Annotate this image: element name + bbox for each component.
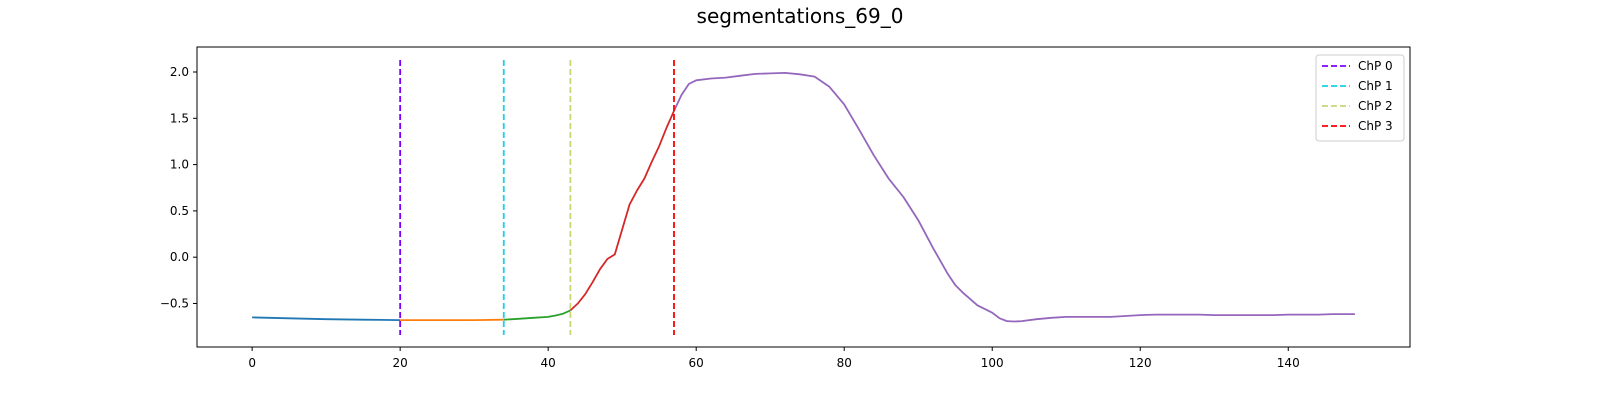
series-segment-3	[569, 110, 675, 312]
y-tick-label-4: 1.5	[170, 111, 189, 125]
x-tick-label-4: 80	[837, 356, 852, 370]
legend-label-3: ChP 3	[1358, 119, 1393, 133]
chart-title: segmentations_69_0	[696, 4, 904, 28]
axes-frame	[196, 46, 1411, 348]
legend-box	[1315, 54, 1405, 142]
x-tick-label-2: 40	[541, 356, 556, 370]
x-tick-label-3: 60	[689, 356, 704, 370]
series-segment-2	[503, 309, 571, 321]
legend-label-0: ChP 0	[1358, 59, 1393, 73]
x-tick-label-6: 120	[1129, 356, 1152, 370]
x-tick-label-5: 100	[981, 356, 1004, 370]
y-tick-label-0: −0.5	[160, 296, 189, 310]
y-tick-label-2: 0.5	[170, 204, 189, 218]
legend-label-1: ChP 1	[1358, 79, 1393, 93]
series-segment-0	[252, 316, 401, 321]
x-tick-label-0: 0	[248, 356, 256, 370]
x-tick-label-1: 20	[393, 356, 408, 370]
x-tick-label-7: 140	[1277, 356, 1300, 370]
y-tick-label-3: 1.0	[170, 158, 189, 172]
y-tick-label-5: 2.0	[170, 65, 189, 79]
series-segment-4	[673, 72, 1355, 323]
legend-label-2: ChP 2	[1358, 99, 1393, 113]
y-tick-label-1: 0.0	[170, 250, 189, 264]
